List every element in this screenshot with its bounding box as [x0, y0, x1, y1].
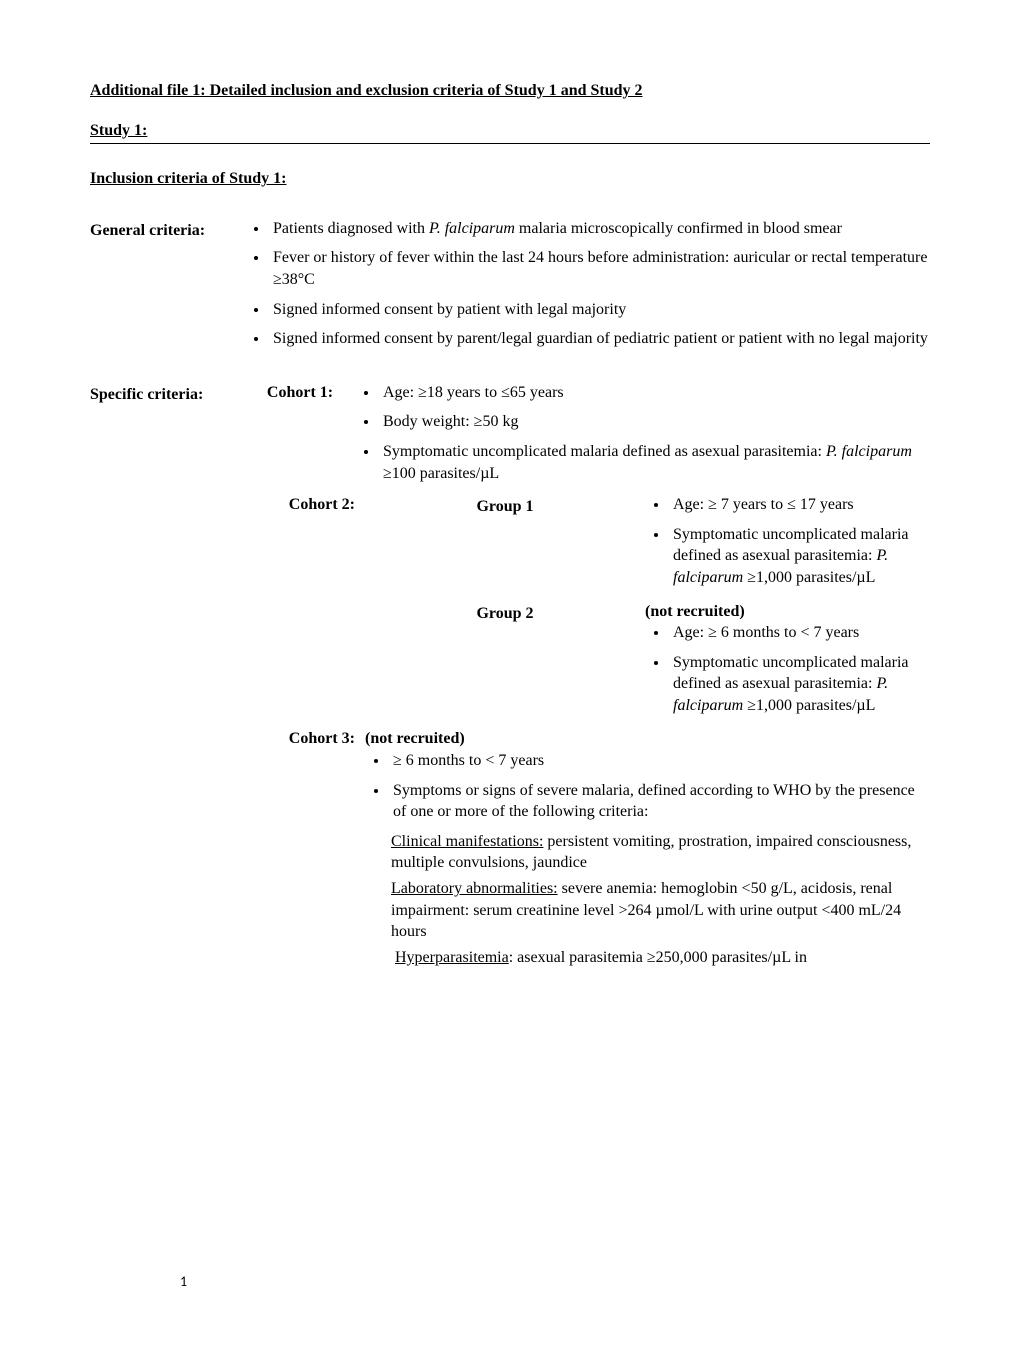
list-item: Age: ≥ 6 months to < 7 years	[669, 622, 930, 644]
cohort1-list: Age: ≥18 years to ≤65 years Body weight:…	[355, 382, 930, 484]
cohort3-list: ≥ 6 months to < 7 years Symptoms or sign…	[365, 750, 930, 823]
cohort1-row: Cohort 1: Age: ≥18 years to ≤65 years Bo…	[245, 382, 930, 492]
general-list: Patients diagnosed with P. falciparum ma…	[245, 218, 930, 350]
page-number: 1	[180, 1273, 187, 1292]
specific-criteria-label: Specific criteria:	[90, 382, 245, 406]
page-title: Additional file 1: Detailed inclusion an…	[90, 80, 930, 102]
list-item: Symptoms or signs of severe malaria, def…	[389, 780, 930, 823]
group1-list: Age: ≥ 7 years to ≤ 17 years Symptomatic…	[645, 494, 930, 588]
group2-label: Group 2	[365, 601, 645, 625]
general-criteria-content: Patients diagnosed with P. falciparum ma…	[245, 218, 930, 358]
section-heading: Inclusion criteria of Study 1:	[90, 168, 930, 190]
list-item: ≥ 6 months to < 7 years	[389, 750, 930, 772]
cohort1-content: Age: ≥18 years to ≤65 years Body weight:…	[355, 382, 930, 492]
cohort3-sub: Laboratory abnormalities: severe anemia:…	[391, 878, 930, 943]
study-heading: Study 1:	[90, 120, 930, 142]
cohort3-sub: Hyperparasitemia: asexual parasitemia ≥2…	[395, 947, 930, 969]
cohort2-label: Cohort 2:	[245, 494, 365, 516]
list-item: Fever or history of fever within the las…	[269, 247, 930, 290]
group2-content: (not recruited) Age: ≥ 6 months to < 7 y…	[645, 601, 930, 725]
group2-list: Age: ≥ 6 months to < 7 years Symptomatic…	[645, 622, 930, 716]
cohort3-row: Cohort 3: (not recruited) ≥ 6 months to …	[245, 728, 930, 972]
list-item: Signed informed consent by parent/legal …	[269, 328, 930, 350]
list-item: Symptomatic uncomplicated malaria define…	[669, 652, 930, 717]
specific-criteria-row: Specific criteria: Cohort 1: Age: ≥18 ye…	[90, 382, 930, 973]
cohort3-content: (not recruited) ≥ 6 months to < 7 years …	[365, 728, 930, 972]
group2-not-recruited: (not recruited)	[645, 601, 930, 623]
list-item: Symptomatic uncomplicated malaria define…	[379, 441, 930, 484]
list-item: Symptomatic uncomplicated malaria define…	[669, 524, 930, 589]
cohort3-not-recruited: (not recruited)	[365, 728, 930, 750]
group2-row: Group 2 (not recruited) Age: ≥ 6 months …	[365, 601, 930, 725]
group1-row: Group 1 Age: ≥ 7 years to ≤ 17 years Sym…	[365, 494, 930, 596]
group1-content: Age: ≥ 7 years to ≤ 17 years Symptomatic…	[645, 494, 930, 596]
list-item: Age: ≥18 years to ≤65 years	[379, 382, 930, 404]
list-item: Age: ≥ 7 years to ≤ 17 years	[669, 494, 930, 516]
page: Additional file 1: Detailed inclusion an…	[90, 80, 930, 1320]
divider	[90, 143, 930, 144]
cohort1-label: Cohort 1:	[245, 382, 355, 404]
general-criteria-row: General criteria: Patients diagnosed wit…	[90, 218, 930, 358]
specific-criteria-content: Cohort 1: Age: ≥18 years to ≤65 years Bo…	[245, 382, 930, 973]
general-criteria-label: General criteria:	[90, 218, 245, 242]
list-item: Signed informed consent by patient with …	[269, 299, 930, 321]
list-item: Body weight: ≥50 kg	[379, 411, 930, 433]
list-item: Patients diagnosed with P. falciparum ma…	[269, 218, 930, 240]
cohort2-content: Group 1 Age: ≥ 7 years to ≤ 17 years Sym…	[365, 494, 930, 728]
cohort2-row: Cohort 2: Group 1 Age: ≥ 7 years to ≤ 17…	[245, 494, 930, 728]
cohort3-sub: Clinical manifestations: persistent vomi…	[391, 831, 930, 874]
group1-label: Group 1	[365, 494, 645, 518]
cohort3-label: Cohort 3:	[245, 728, 365, 750]
